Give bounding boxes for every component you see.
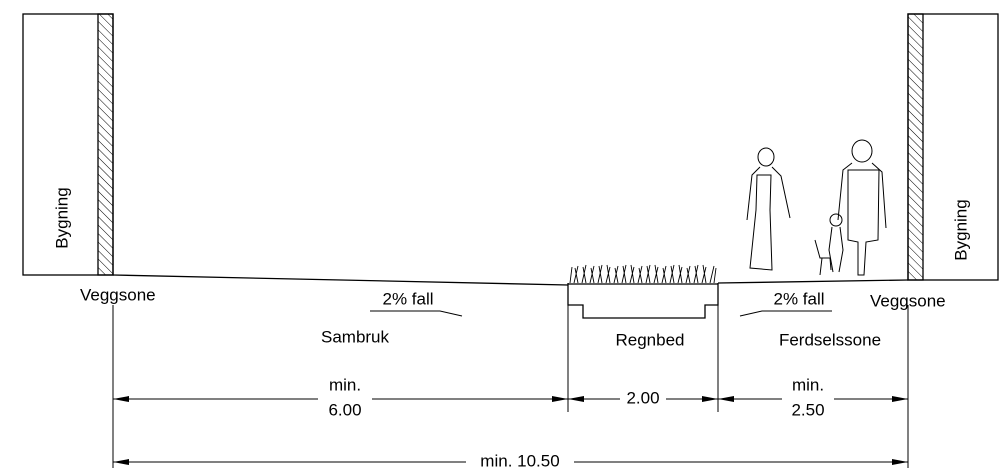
wall-zone-label: Veggsone [870, 291, 946, 310]
ground-left [112, 274, 569, 286]
extension-lines [112, 292, 909, 468]
building-label: Bygning [52, 187, 71, 248]
slope-label: 2% fall [382, 289, 433, 308]
dimension-prefix: min. [792, 375, 824, 394]
slope-label: 2% fall [773, 289, 824, 308]
dimension-value: 2.50 [791, 400, 824, 419]
rain-bed [567, 283, 719, 319]
area-label: Ferdselssone [779, 330, 881, 349]
building-left [22, 13, 114, 276]
wall-zone-label: Veggsone [80, 285, 156, 304]
building-label: Bygning [951, 199, 970, 260]
dimension-value: 2.00 [626, 388, 659, 407]
building-right [907, 13, 999, 281]
dimension-value: 6.00 [328, 400, 361, 419]
area-label: Sambruk [321, 327, 390, 346]
slope-arrow [739, 310, 832, 317]
pedestrians [746, 139, 887, 276]
grass [569, 264, 717, 284]
dimension-arrows [113, 396, 908, 465]
ground-right [717, 279, 909, 284]
dimension-prefix: min. [329, 375, 361, 394]
dimension-value: min. 10.50 [480, 451, 559, 470]
slope-arrow [370, 310, 463, 317]
area-label: Regnbed [615, 330, 684, 349]
